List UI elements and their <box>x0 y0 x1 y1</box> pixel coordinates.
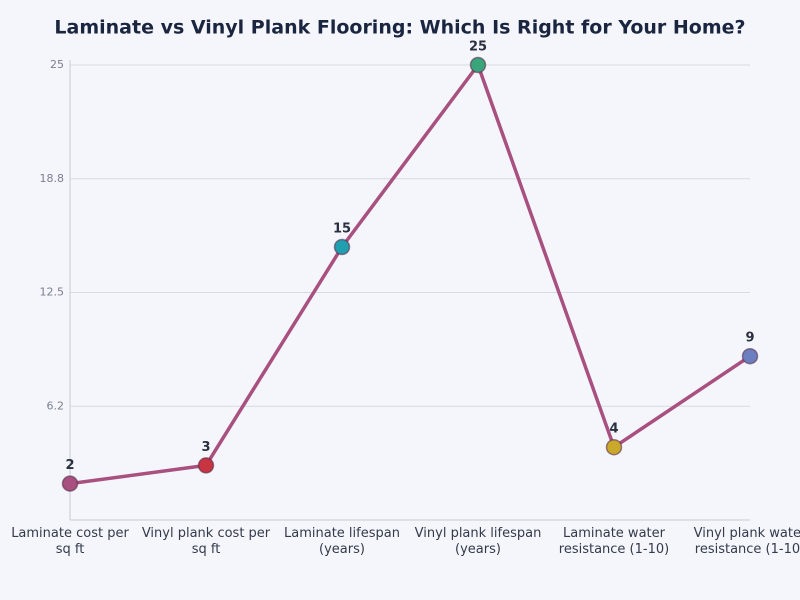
point <box>469 56 487 74</box>
y-tick-label: 6.2 <box>47 399 65 412</box>
x-tick-label: Laminate lifespan (years) <box>284 526 400 557</box>
x-tick-label: Vinyl plank cost per sq ft <box>141 526 271 557</box>
data-label: 15 <box>333 222 351 237</box>
data-label: 4 <box>609 422 618 437</box>
point <box>61 475 79 492</box>
y-tick-label: 18.8 <box>40 172 65 185</box>
data-label: 9 <box>745 331 754 346</box>
x-tick-label: Vinyl plank water resistance (1-10) <box>693 526 800 557</box>
data-label: 25 <box>469 40 487 55</box>
point <box>197 457 215 474</box>
data-label: 3 <box>201 440 210 455</box>
y-tick-label: 12.5 <box>40 286 65 299</box>
x-tick-label: Laminate water resistance (1-10) <box>558 526 670 557</box>
x-tick-label: Vinyl plank lifespan (years) <box>414 526 542 557</box>
point <box>605 438 623 456</box>
y-tick-label: 25 <box>50 58 64 71</box>
x-tick-label: Laminate cost per sq ft <box>11 526 129 557</box>
chart-title: Laminate vs Vinyl Plank Flooring: Which … <box>54 17 745 39</box>
point <box>333 238 351 256</box>
line <box>69 63 751 486</box>
point <box>741 347 759 365</box>
data-label: 2 <box>65 458 74 473</box>
